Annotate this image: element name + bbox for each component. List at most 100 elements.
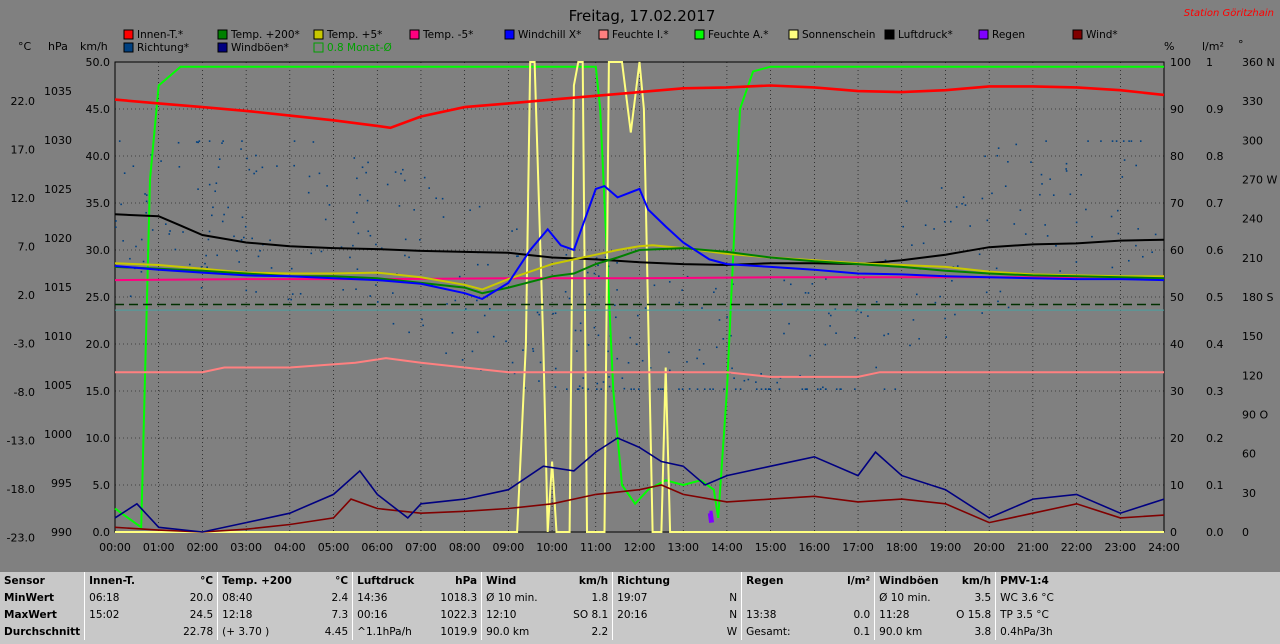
stats-cell-rg: Gesamt: [741, 623, 827, 640]
direction-point [1151, 251, 1153, 254]
direction-point [118, 140, 121, 142]
direction-point [349, 256, 351, 259]
statistics-table: Sensor Innen-T. °C Temp. +200 °C Luftdruck hPa… [0, 572, 1085, 640]
legend-item: Feuchte A.* [694, 29, 769, 41]
direction-point [200, 287, 203, 289]
legend-label: Richtung* [137, 42, 189, 54]
direction-point [1019, 209, 1022, 211]
stats-cell-in-unit: 22.78 [183, 625, 214, 638]
series-line [114, 65, 1164, 530]
stats-cell-in-t: Innen-T. [84, 572, 164, 589]
direction-point [505, 340, 507, 343]
direction-point [586, 271, 589, 274]
direction-point [195, 141, 198, 143]
legend-item: Richtung* [123, 42, 189, 54]
direction-point [342, 289, 344, 291]
x-tick-label: 04:00 [274, 541, 306, 554]
stats-cell-wb-unit: 3.8 [974, 625, 992, 638]
y-tick-label-celsius: 17.0 [11, 144, 36, 157]
stats-cell-in-unit: 20.0 [189, 591, 214, 604]
direction-point [566, 388, 568, 390]
direction-point [1111, 266, 1114, 269]
direction-point [324, 218, 327, 221]
stats-cell-wb: Ø 10 min. [874, 589, 950, 606]
direction-point [476, 331, 479, 334]
direction-point [145, 194, 148, 196]
y-tick-label-percent: 40 [1170, 338, 1184, 351]
direction-point [422, 324, 424, 327]
y-tick-label-lm2: 0.8 [1206, 150, 1224, 163]
direction-point [616, 262, 618, 264]
x-tick-label: 15:00 [755, 541, 787, 554]
direction-point [522, 349, 524, 351]
direction-point [856, 308, 859, 311]
direction-point [981, 197, 984, 200]
direction-point [668, 281, 671, 283]
direction-point [241, 140, 243, 142]
y-tick-label-kmh: 35.0 [86, 197, 111, 210]
direction-point [681, 388, 684, 390]
x-tick-label: 09:00 [493, 541, 525, 554]
y-tick-label-hpa: 1005 [44, 379, 72, 392]
direction-point [375, 284, 377, 286]
direction-point [949, 220, 952, 223]
direction-point [996, 154, 999, 157]
legend-label: Temp. -5* [422, 29, 473, 41]
direction-point [538, 380, 540, 382]
y-tick-label-lm2: 0.4 [1206, 338, 1224, 351]
direction-point [357, 232, 360, 235]
series-line [707, 510, 715, 523]
direction-point [140, 270, 143, 273]
y-tick-label-lm2: 0.0 [1206, 526, 1224, 539]
stats-cell-ld-unit: 1022.3 [440, 608, 478, 621]
y-tick-label-degree: 300 [1242, 134, 1263, 147]
direction-point [245, 289, 248, 292]
direction-point [579, 329, 582, 332]
direction-point [902, 225, 905, 228]
unit-percent: % [1164, 40, 1174, 53]
direction-point [198, 140, 201, 142]
direction-point [811, 283, 814, 285]
direction-point [681, 289, 683, 291]
direction-point [352, 244, 354, 247]
direction-point [215, 182, 218, 185]
x-tick-label: 24:00 [1148, 541, 1180, 554]
direction-point [1030, 161, 1032, 163]
direction-point [747, 378, 750, 381]
direction-point [616, 357, 619, 360]
legend-label: Innen-T.* [137, 29, 183, 41]
direction-point [369, 295, 372, 297]
direction-point [587, 344, 590, 346]
direction-point [516, 228, 518, 231]
stats-cell-in-unit: °C [200, 574, 214, 587]
direction-point [1045, 140, 1047, 142]
direction-point [1122, 140, 1125, 142]
stats-cell-in-unit: 24.5 [189, 608, 214, 621]
y-tick-label-percent: 20 [1170, 432, 1184, 445]
direction-point [1065, 162, 1068, 165]
legend-swatch [788, 29, 799, 40]
direction-point [369, 234, 372, 237]
direction-point [607, 350, 609, 353]
y-tick-label-hpa: 1010 [44, 330, 72, 343]
direction-point [478, 205, 481, 208]
direction-point [255, 154, 257, 157]
direction-point [115, 220, 117, 222]
x-tick-label: 03:00 [230, 541, 262, 554]
x-axis-ticks: 00:00 01:00 02:00 03:00 04:00 05:00 06:00 07:00… [99, 541, 1180, 554]
legend-label: Feuchte I.* [612, 29, 669, 41]
direction-point [964, 204, 967, 206]
direction-point [253, 172, 255, 175]
legend-item: Regen [978, 29, 1025, 41]
direction-point [120, 203, 122, 206]
direction-point [538, 313, 541, 316]
direction-point [698, 349, 701, 351]
direction-point [539, 361, 542, 364]
direction-point [767, 388, 770, 390]
stats-cell-wb-unit: km/h [961, 574, 992, 587]
direction-point [164, 223, 167, 225]
direction-point [574, 329, 577, 332]
direction-point [835, 332, 837, 334]
direction-point [532, 350, 535, 352]
direction-point [365, 171, 367, 174]
